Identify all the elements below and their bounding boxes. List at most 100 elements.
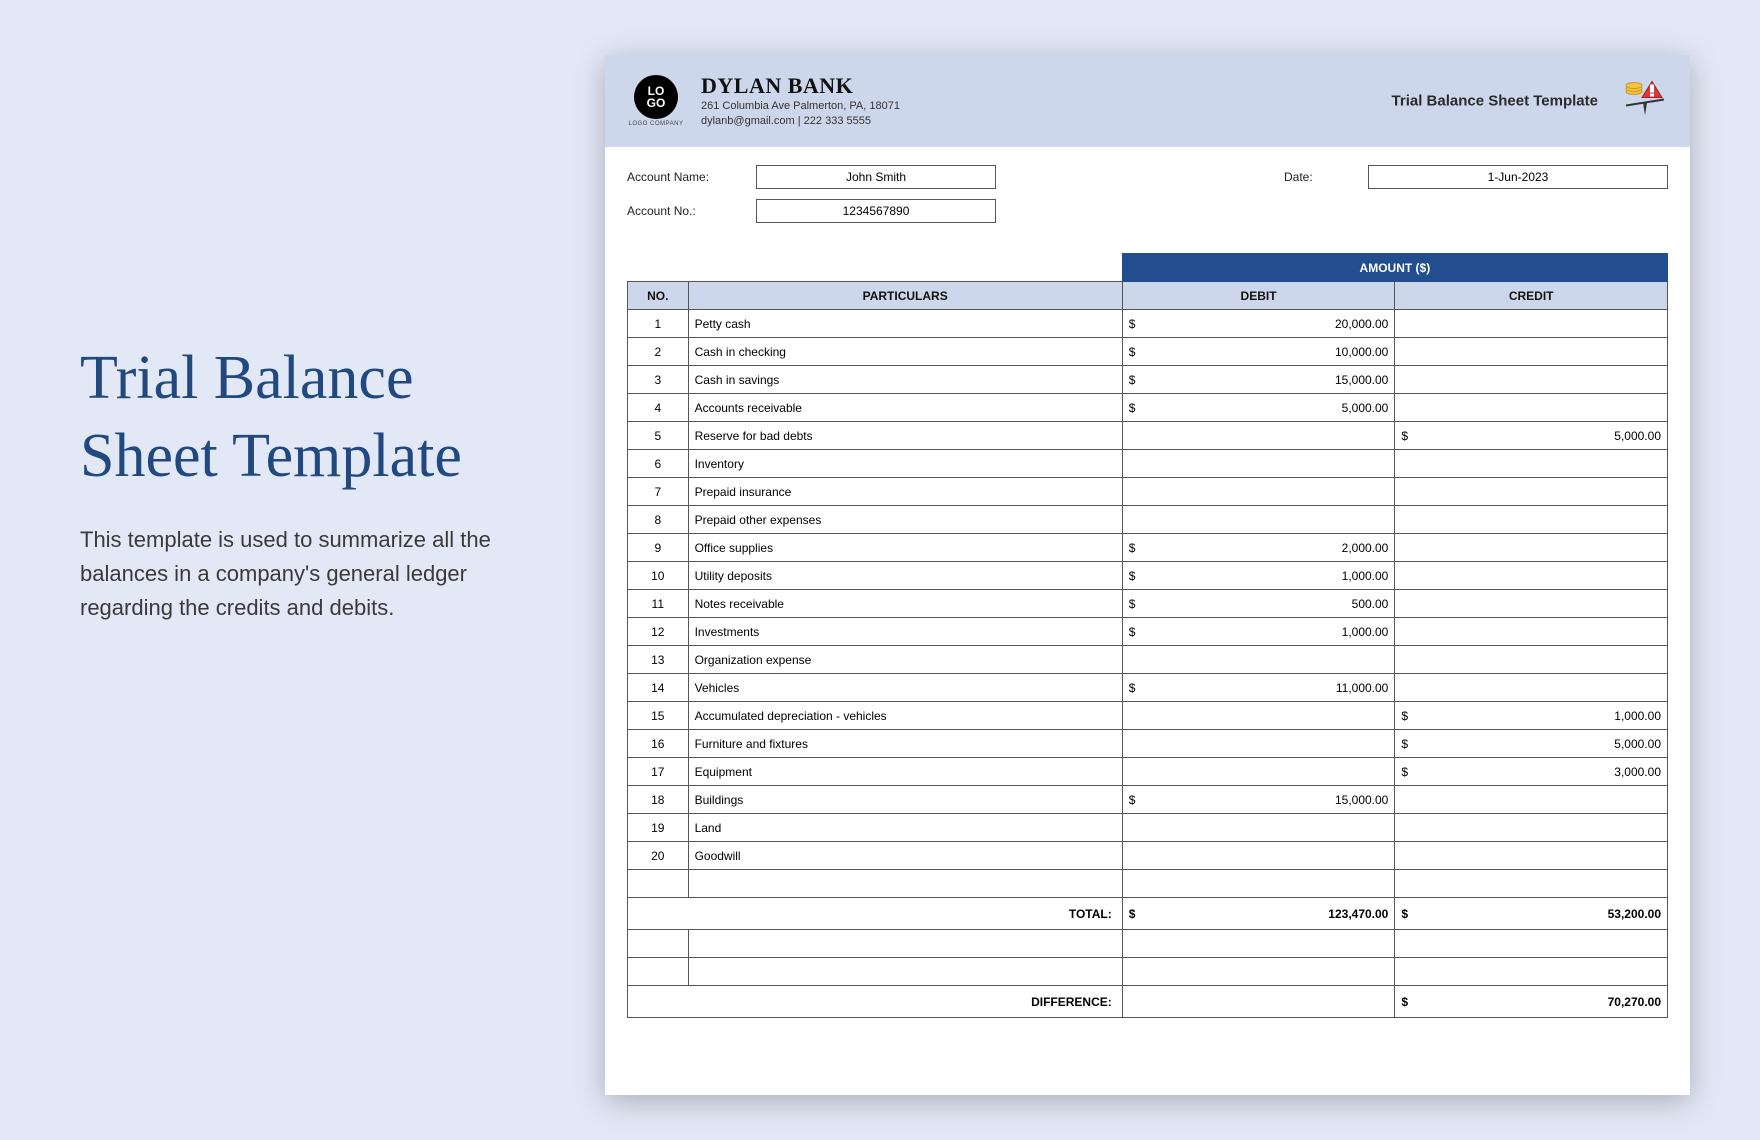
row-debit [1122,450,1395,478]
balance-scale-icon [1622,76,1668,127]
difference-debit [1122,986,1395,1018]
row-no: 19 [628,814,689,842]
col-particulars-header: PARTICULARS [688,282,1122,310]
row-credit [1395,310,1668,338]
row-no: 16 [628,730,689,758]
account-no-field[interactable]: 1234567890 [756,199,996,223]
row-particulars: Cash in savings [688,366,1122,394]
table-row: 18Buildings$15,000.00 [628,786,1668,814]
row-credit [1395,366,1668,394]
blank-row [628,930,1668,958]
row-debit: $11,000.00 [1122,674,1395,702]
account-name-field[interactable]: John Smith [756,165,996,189]
promo-description: This template is used to summarize all t… [80,523,550,625]
header-row-amount: AMOUNT ($) [628,254,1668,282]
row-credit [1395,590,1668,618]
row-credit [1395,814,1668,842]
row-credit [1395,394,1668,422]
table-row: 3Cash in savings$15,000.00 [628,366,1668,394]
balance-sheet: LOGO LOGO COMPANY DYLAN BANK 261 Columbi… [605,55,1690,1095]
row-no: 6 [628,450,689,478]
table-row: 20Goodwill [628,842,1668,870]
row-debit: $15,000.00 [1122,366,1395,394]
table-row: 7Prepaid insurance [628,478,1668,506]
row-debit [1122,506,1395,534]
date-label: Date: [1284,170,1354,184]
col-debit-header: DEBIT [1122,282,1395,310]
date-field[interactable]: 1-Jun-2023 [1368,165,1668,189]
row-credit: $5,000.00 [1395,422,1668,450]
account-name-label: Account Name: [627,170,742,184]
row-particulars: Cash in checking [688,338,1122,366]
row-particulars: Organization expense [688,646,1122,674]
table-row: 15Accumulated depreciation - vehicles$1,… [628,702,1668,730]
row-credit [1395,562,1668,590]
row-debit [1122,814,1395,842]
table-row: 9Office supplies$2,000.00 [628,534,1668,562]
meta-row-1: Account Name: John Smith Date: 1-Jun-202… [627,165,1668,189]
row-no: 14 [628,674,689,702]
header-row-cols: NO. PARTICULARS DEBIT CREDIT [628,282,1668,310]
total-credit: $53,200.00 [1395,898,1668,930]
row-debit [1122,842,1395,870]
table-row: 12Investments$1,000.00 [628,618,1668,646]
row-particulars: Furniture and fixtures [688,730,1122,758]
table-row: 8Prepaid other expenses [628,506,1668,534]
row-no: 8 [628,506,689,534]
account-no-label: Account No.: [627,204,742,218]
row-debit: $20,000.00 [1122,310,1395,338]
table-row: 5Reserve for bad debts$5,000.00 [628,422,1668,450]
difference-credit: $70,270.00 [1395,986,1668,1018]
row-no: 5 [628,422,689,450]
table-row: 13Organization expense [628,646,1668,674]
row-credit: $5,000.00 [1395,730,1668,758]
meta-section: Account Name: John Smith Date: 1-Jun-202… [605,147,1690,243]
row-particulars: Investments [688,618,1122,646]
row-particulars: Utility deposits [688,562,1122,590]
row-debit [1122,758,1395,786]
col-no-header: NO. [628,282,689,310]
row-credit [1395,338,1668,366]
row-credit [1395,618,1668,646]
row-debit: $500.00 [1122,590,1395,618]
row-particulars: Equipment [688,758,1122,786]
table-row: 1Petty cash$20,000.00 [628,310,1668,338]
table-row: 16Furniture and fixtures $5,000.00 [628,730,1668,758]
row-debit: $15,000.00 [1122,786,1395,814]
row-no: 3 [628,366,689,394]
row-credit: $3,000.00 [1395,758,1668,786]
blank-row [628,870,1668,898]
row-no: 12 [628,618,689,646]
row-particulars: Buildings [688,786,1122,814]
company-contact: dylanb@gmail.com | 222 333 5555 [701,114,1668,129]
table-row: 4Accounts receivable$5,000.00 [628,394,1668,422]
row-particulars: Notes receivable [688,590,1122,618]
row-particulars: Accounts receivable [688,394,1122,422]
table-row: 2Cash in checking$10,000.00 [628,338,1668,366]
row-debit: $1,000.00 [1122,562,1395,590]
row-no: 2 [628,338,689,366]
row-debit [1122,702,1395,730]
row-no: 18 [628,786,689,814]
row-credit [1395,646,1668,674]
logo-subtext: LOGO COMPANY [627,121,685,127]
col-credit-header: CREDIT [1395,282,1668,310]
row-particulars: Office supplies [688,534,1122,562]
row-particulars: Petty cash [688,310,1122,338]
row-credit [1395,842,1668,870]
amount-header: AMOUNT ($) [1122,254,1667,282]
row-no: 20 [628,842,689,870]
table-row: 11Notes receivable$500.00 [628,590,1668,618]
table-row: 17Equipment$3,000.00 [628,758,1668,786]
row-debit: $5,000.00 [1122,394,1395,422]
banner-title: Trial Balance Sheet Template [1392,93,1598,110]
row-credit: $1,000.00 [1395,702,1668,730]
row-particulars: Vehicles [688,674,1122,702]
row-credit [1395,674,1668,702]
table-row: 6Inventory [628,450,1668,478]
sheet-banner: LOGO LOGO COMPANY DYLAN BANK 261 Columbi… [605,55,1690,147]
ledger-table: AMOUNT ($) NO. PARTICULARS DEBIT CREDIT … [627,253,1668,1018]
promo-title: Trial Balance Sheet Template [80,340,550,495]
row-particulars: Accumulated depreciation - vehicles [688,702,1122,730]
company-logo: LOGO LOGO COMPANY [627,75,685,127]
